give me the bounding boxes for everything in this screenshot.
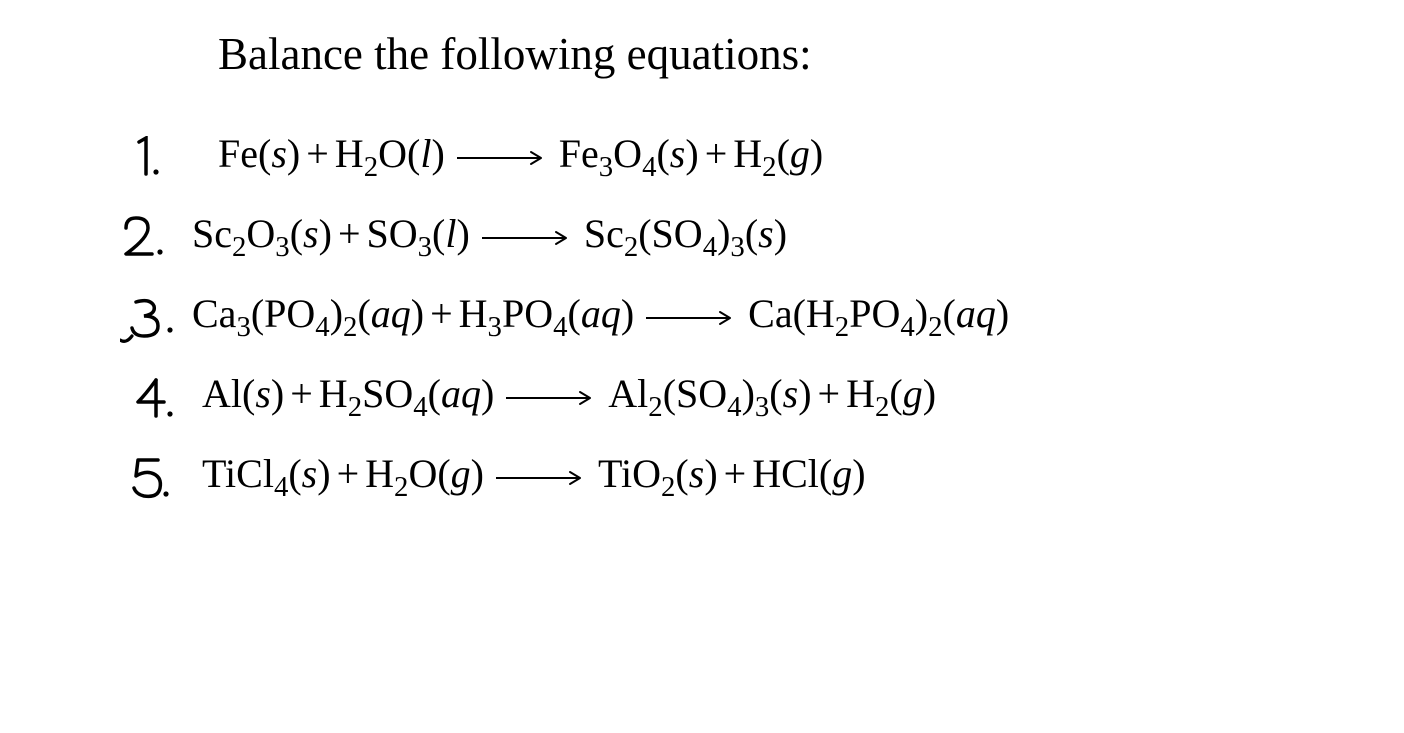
arrow-icon bbox=[494, 370, 608, 417]
equation-row-2: Sc2O3(s)+SO3(l) Sc2(SO4)3(s) bbox=[192, 210, 787, 257]
eq1-lhs: Fe(s)+H2O(l) bbox=[218, 130, 445, 177]
equation-row-4: Al(s)+H2SO4(aq) Al2(SO4)3(s)+H2(g) bbox=[202, 370, 936, 417]
arrow-icon bbox=[470, 210, 584, 257]
equation-row-1: Fe(s)+H2O(l) Fe3O4(s)+H2(g) bbox=[218, 130, 823, 177]
hand-number-5 bbox=[128, 456, 174, 509]
eq5-lhs: TiCl4(s)+H2O(g) bbox=[202, 450, 484, 497]
hand-number-3 bbox=[120, 296, 180, 361]
arrow-icon bbox=[445, 130, 559, 177]
worksheet-page: Balance the following equations: bbox=[0, 0, 1404, 733]
equation-1: Fe(s)+H2O(l) Fe3O4(s)+H2(g) bbox=[218, 130, 823, 177]
eq4-rhs: Al2(SO4)3(s)+H2(g) bbox=[608, 370, 936, 417]
arrow-icon bbox=[484, 450, 598, 497]
hand-number-1 bbox=[128, 136, 164, 187]
arrow-icon bbox=[634, 290, 748, 337]
equation-row-5: TiCl4(s)+H2O(g) TiO2(s)+HCl(g) bbox=[202, 450, 866, 497]
eq3-lhs: Ca3(PO4)2(aq)+H3PO4(aq) bbox=[192, 290, 634, 337]
eq1-rhs: Fe3O4(s)+H2(g) bbox=[559, 130, 823, 177]
equation-3: Ca3(PO4)2(aq)+H3PO4(aq) Ca(H2PO4)2(aq) bbox=[192, 290, 1009, 337]
hand-number-4 bbox=[132, 376, 178, 429]
equation-row-3: Ca3(PO4)2(aq)+H3PO4(aq) Ca(H2PO4)2(aq) bbox=[192, 290, 1009, 337]
equation-5: TiCl4(s)+H2O(g) TiO2(s)+HCl(g) bbox=[202, 450, 866, 497]
equation-2: Sc2O3(s)+SO3(l) Sc2(SO4)3(s) bbox=[192, 210, 787, 257]
eq4-lhs: Al(s)+H2SO4(aq) bbox=[202, 370, 494, 417]
equation-4: Al(s)+H2SO4(aq) Al2(SO4)3(s)+H2(g) bbox=[202, 370, 936, 417]
eq2-rhs: Sc2(SO4)3(s) bbox=[584, 210, 787, 257]
eq2-lhs: Sc2O3(s)+SO3(l) bbox=[192, 210, 470, 257]
eq3-rhs: Ca(H2PO4)2(aq) bbox=[748, 290, 1009, 337]
eq5-rhs: TiO2(s)+HCl(g) bbox=[598, 450, 866, 497]
hand-number-2 bbox=[120, 216, 166, 267]
page-title: Balance the following equations: bbox=[218, 28, 812, 80]
